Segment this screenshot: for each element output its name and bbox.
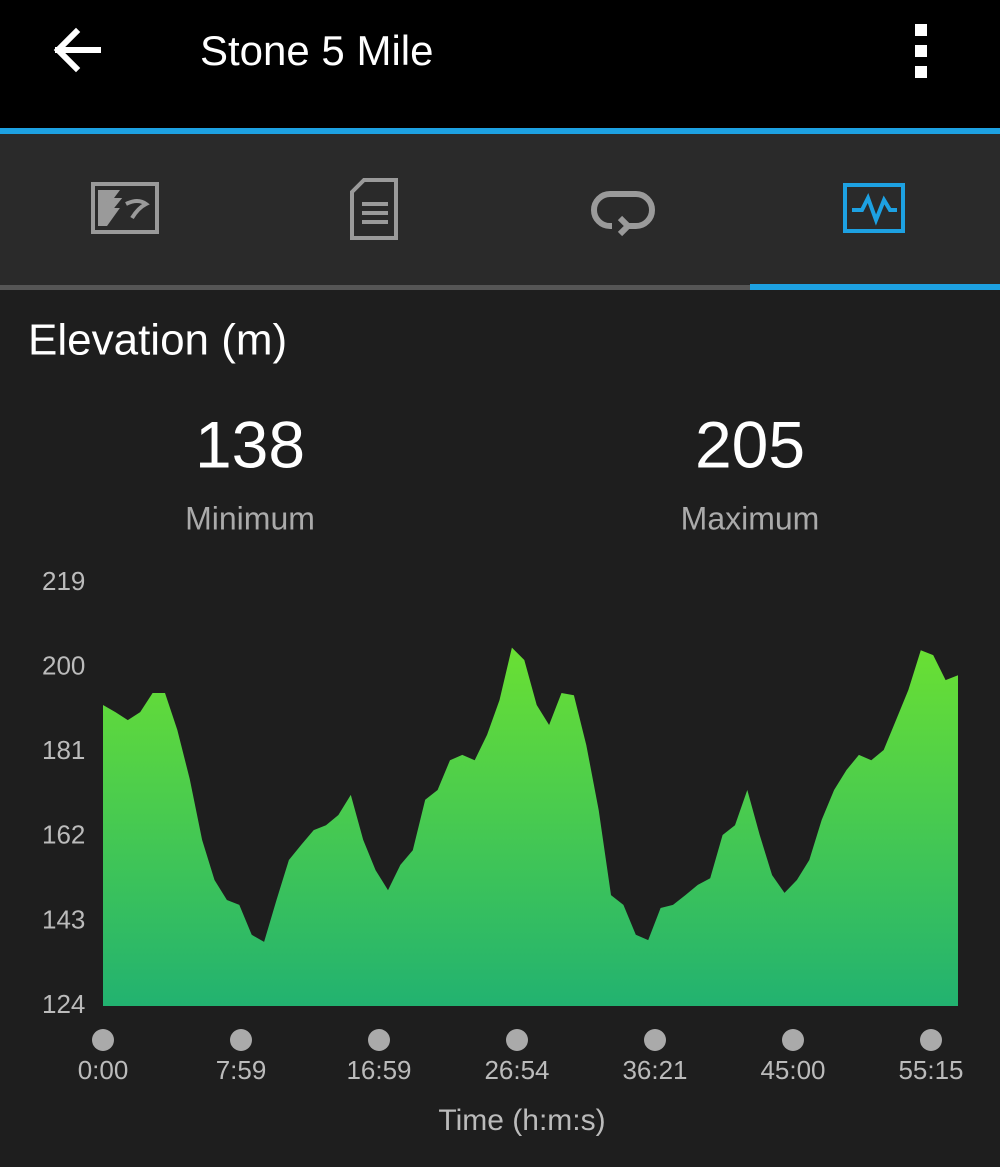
elevation-area (103, 647, 958, 1006)
x-tick-label: 16:59 (346, 1055, 411, 1085)
tick-dot (644, 1029, 666, 1051)
y-tick-label: 181 (42, 735, 85, 765)
tick-dot (920, 1029, 942, 1051)
y-tick-label: 143 (42, 904, 85, 934)
top-bar (0, 0, 1000, 128)
stat-label: Minimum (185, 500, 315, 536)
back-button[interactable] (53, 27, 101, 73)
x-tick-label: 55:15 (898, 1055, 963, 1085)
y-tick-label: 162 (42, 820, 85, 850)
x-tick-label: 0:00 (78, 1055, 129, 1085)
y-tick-label: 200 (42, 650, 85, 680)
tick-dot (368, 1029, 390, 1051)
menu-button[interactable] (915, 24, 927, 78)
tick-dot (506, 1029, 528, 1051)
screen-title: Stone 5 Mile (200, 27, 433, 74)
top-bar-accent (0, 128, 1000, 134)
tick-dot (230, 1029, 252, 1051)
details-tab[interactable] (350, 178, 398, 240)
chart-title: Elevation (m) (28, 316, 287, 365)
tick-dot (782, 1029, 804, 1051)
y-tick-label: 219 (42, 566, 85, 596)
x-tick-label: 45:00 (760, 1055, 825, 1085)
tab-indicator-track (0, 285, 750, 290)
x-tick-label: 7:59 (216, 1055, 267, 1085)
tab-indicator (750, 284, 1000, 290)
tab-bar (0, 134, 1000, 285)
stat-value: 138 (195, 407, 305, 481)
y-tick-label: 124 (42, 989, 85, 1019)
x-axis-label: Time (h:m:s) (438, 1104, 605, 1137)
tick-dot (92, 1029, 114, 1051)
x-tick-label: 26:54 (484, 1055, 549, 1085)
laps-tab[interactable] (591, 191, 655, 237)
map-tab[interactable] (91, 182, 159, 234)
charts-tab[interactable] (843, 183, 905, 233)
stat-label: Maximum (681, 500, 820, 536)
stat-value: 205 (695, 407, 805, 481)
x-tick-label: 36:21 (622, 1055, 687, 1085)
